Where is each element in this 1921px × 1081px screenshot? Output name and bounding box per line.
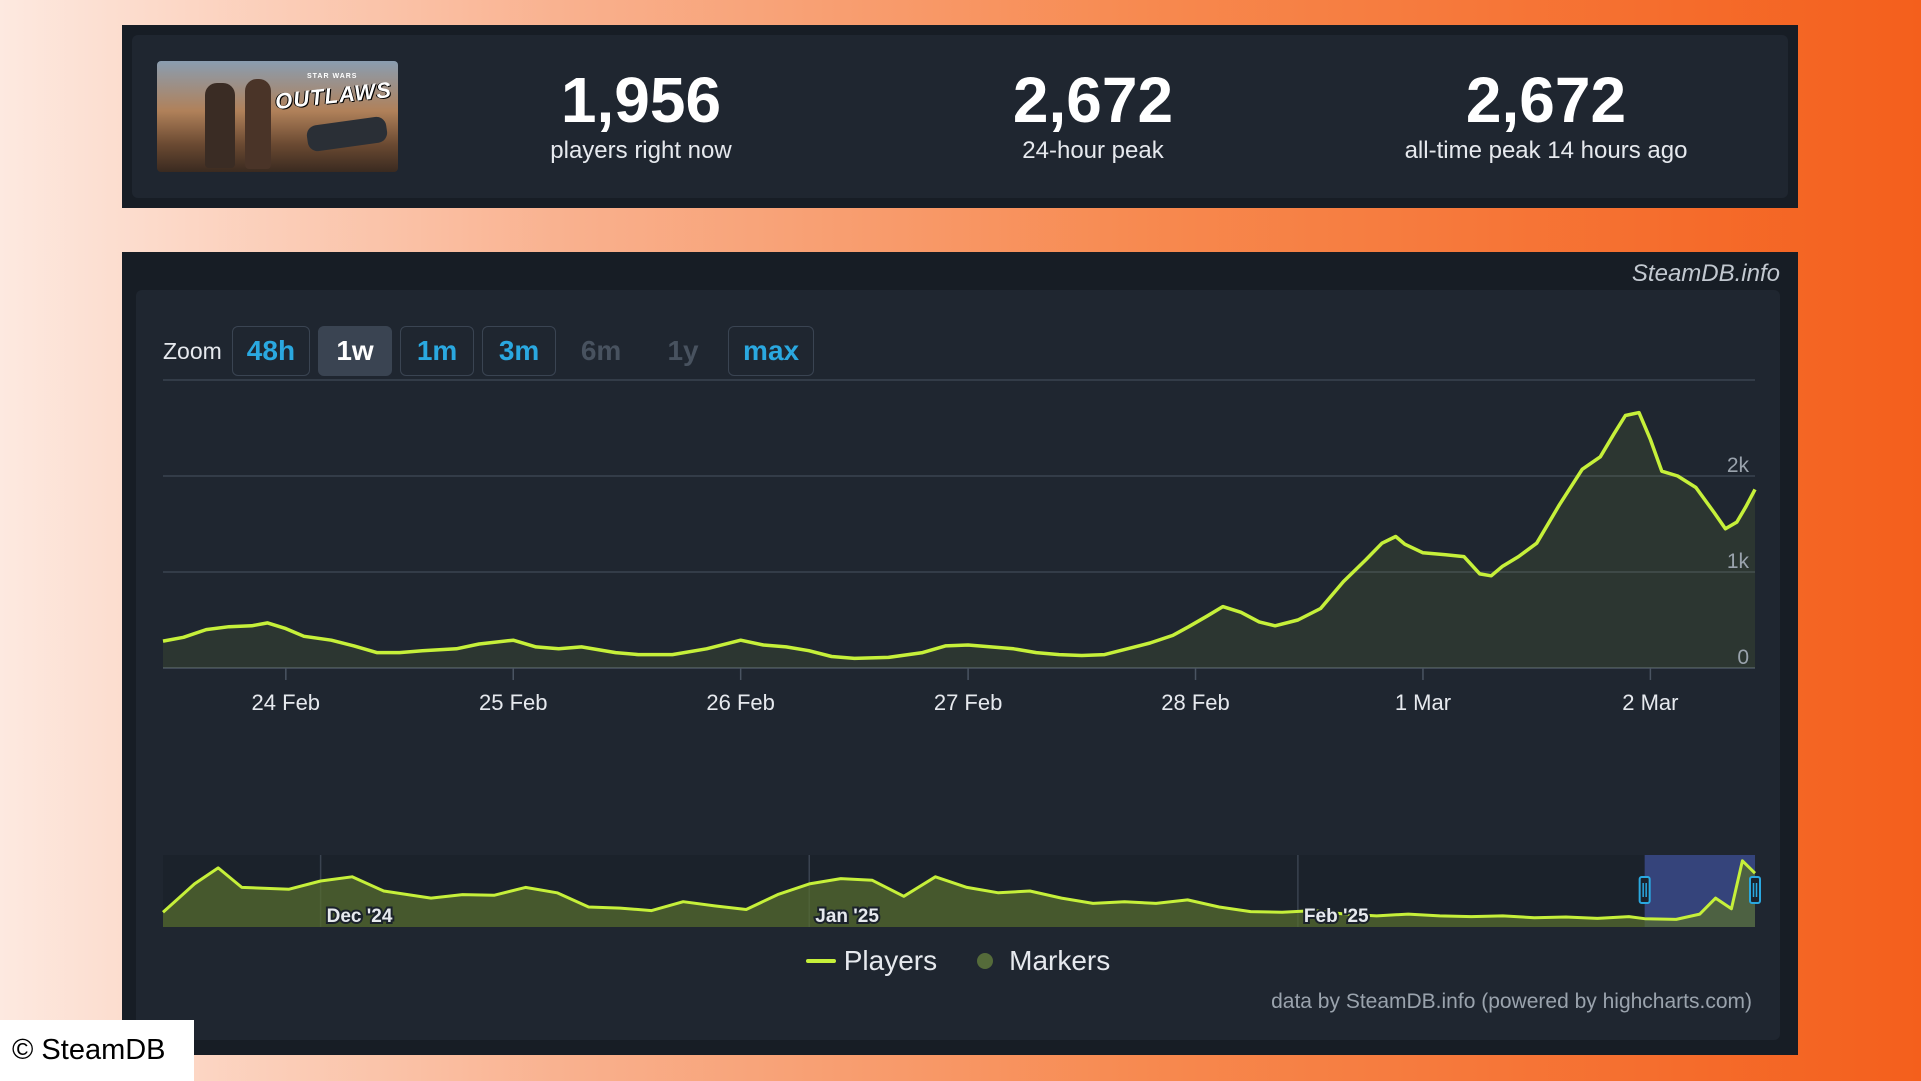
stat-current-players: 1,956 players right now	[431, 65, 851, 165]
legend-players[interactable]: Players	[805, 945, 938, 977]
zoom-max-button[interactable]: max	[728, 326, 815, 376]
x-tick-label: 26 Feb	[706, 690, 775, 715]
thumbnail-figure	[205, 83, 235, 168]
x-tick-label: 28 Feb	[1161, 690, 1230, 715]
legend-dot-swatch	[977, 953, 994, 969]
zoom-1m-button[interactable]: 1m	[400, 326, 475, 376]
thumbnail-figure	[245, 79, 271, 169]
legend-line-swatch	[805, 959, 836, 963]
stat-value: 2,672	[1012, 64, 1174, 136]
legend-markers-label: Markers	[1009, 945, 1111, 976]
chart-legend: Players Markers	[136, 945, 1780, 977]
game-logo-subtext: STAR WARS	[307, 73, 358, 80]
navigator-tick-label: Feb '25	[1304, 906, 1369, 927]
game-thumbnail[interactable]: STAR WARS OUTLAWS	[157, 61, 398, 172]
legend-players-label: Players	[843, 945, 938, 976]
chart-credits[interactable]: data by SteamDB.info (powered by highcha…	[1271, 990, 1752, 1013]
stat-value: 2,672	[1465, 64, 1627, 136]
x-tick-label: 24 Feb	[252, 690, 321, 715]
navigator-line	[161, 859, 1757, 921]
stat-label: 24-hour peak	[1022, 137, 1164, 164]
zoom-6m-button: 6m	[580, 335, 622, 366]
chart-container: Zoom 48h 1w 1m 3m 6m 1y max 24 Feb 25 Feb…	[136, 290, 1780, 1040]
zoom-1w-button[interactable]: 1w	[318, 326, 393, 376]
chart-panel: SteamDB.info Zoom 48h 1w 1m 3m 6m 1y max…	[122, 252, 1798, 1055]
zoom-bar: Zoom 48h 1w 1m 3m 6m 1y max	[163, 326, 822, 376]
x-tick-label: 1 Mar	[1395, 690, 1451, 715]
players-line[interactable]	[162, 410, 1757, 661]
y-tick-label: 2k	[1727, 454, 1750, 477]
stats-inner: STAR WARS OUTLAWS 1,956 players right no…	[132, 35, 1788, 198]
navigator-tick-label: Dec '24	[327, 906, 393, 927]
zoom-3m-button[interactable]: 3m	[482, 326, 557, 376]
copyright-label: © SteamDB	[0, 1020, 194, 1081]
y-tick-label: 0	[1737, 646, 1749, 669]
navigator-handle[interactable]	[1638, 876, 1651, 904]
game-logo-text: OUTLAWS	[273, 76, 393, 115]
zoom-48h-button[interactable]: 48h	[231, 326, 311, 376]
x-tick-label: 27 Feb	[934, 690, 1003, 715]
x-tick-label: 25 Feb	[479, 690, 548, 715]
navigator[interactable]: Dec '24 Jan '25 Feb '25	[161, 855, 1761, 929]
steamdb-brand[interactable]: SteamDB.info	[1631, 260, 1780, 287]
stat-all-time-peak: 2,672 all-time peak 14 hours ago	[1336, 65, 1756, 165]
stat-24h-peak: 2,672 24-hour peak	[883, 65, 1303, 165]
thumbnail-ship	[305, 115, 389, 153]
zoom-1y-button: 1y	[667, 335, 699, 366]
stat-label: players right now	[550, 137, 732, 164]
navigator-handle[interactable]	[1749, 876, 1761, 904]
y-tick-label: 1k	[1727, 550, 1750, 573]
zoom-label: Zoom	[163, 337, 222, 364]
players-area	[163, 412, 1755, 668]
navigator-tick-label: Jan '25	[815, 906, 879, 927]
stat-value: 1,956	[560, 64, 722, 136]
stat-label: all-time peak 14 hours ago	[1404, 137, 1688, 164]
x-tick-label: 2 Mar	[1622, 690, 1678, 715]
navigator-area	[163, 860, 1755, 927]
player-chart[interactable]: 24 Feb 25 Feb 26 Feb 27 Feb 28 Feb 1 Mar 2 Mar…	[136, 290, 1780, 1040]
stats-panel: STAR WARS OUTLAWS 1,956 players right no…	[122, 25, 1798, 208]
legend-markers[interactable]: Markers	[977, 945, 1110, 977]
